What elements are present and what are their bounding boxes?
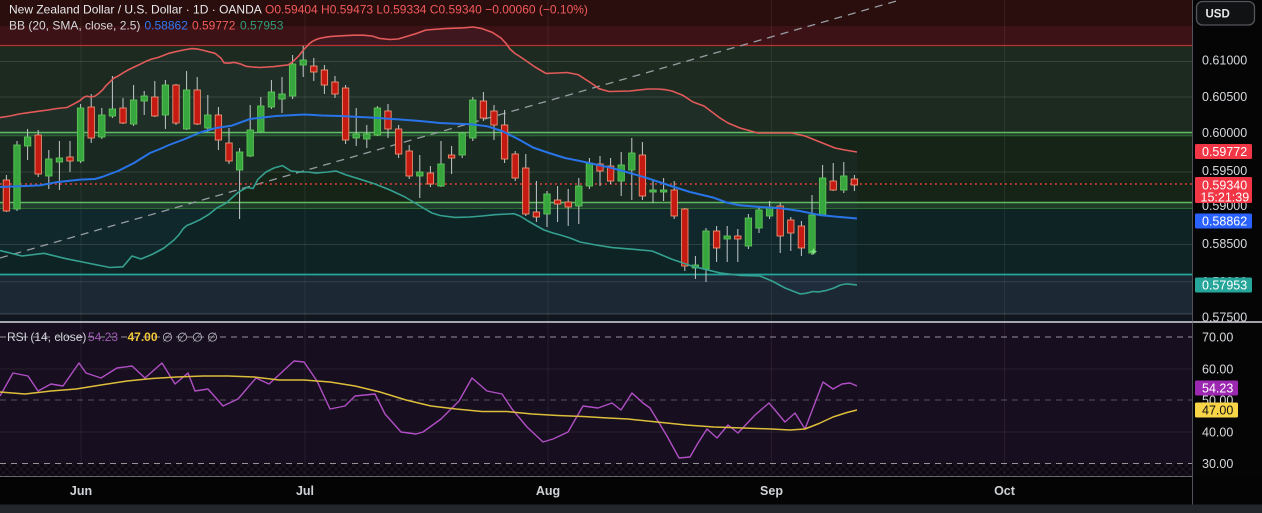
svg-text:0.60000: 0.60000 bbox=[1202, 126, 1247, 140]
svg-text:30.00: 30.00 bbox=[1202, 457, 1233, 471]
svg-text:60.00: 60.00 bbox=[1202, 362, 1233, 376]
svg-text:∅: ∅ bbox=[177, 331, 188, 345]
svg-text:40.00: 40.00 bbox=[1202, 425, 1233, 439]
svg-text:Sep: Sep bbox=[760, 484, 783, 498]
svg-text:47.00: 47.00 bbox=[1202, 403, 1233, 417]
svg-text:Oct: Oct bbox=[994, 484, 1016, 498]
svg-text:RSI (14, close): RSI (14, close) bbox=[7, 330, 86, 344]
svg-text:New Zealand Dollar / U.S. Doll: New Zealand Dollar / U.S. Dollar · 1D · … bbox=[9, 3, 262, 17]
svg-text:Jul: Jul bbox=[296, 484, 314, 498]
svg-text:0.60500: 0.60500 bbox=[1202, 90, 1247, 104]
svg-text:54.23: 54.23 bbox=[88, 330, 118, 344]
svg-text:∅: ∅ bbox=[207, 331, 218, 345]
svg-text:0.61000: 0.61000 bbox=[1202, 54, 1247, 68]
svg-text:∅: ∅ bbox=[192, 331, 203, 345]
svg-text:Aug: Aug bbox=[536, 484, 560, 498]
svg-text:BB (20, SMA, close, 2.5): BB (20, SMA, close, 2.5) bbox=[9, 19, 140, 33]
svg-text:0.57500: 0.57500 bbox=[1202, 311, 1247, 325]
svg-text:0.57953: 0.57953 bbox=[1202, 278, 1247, 292]
svg-text:47.00: 47.00 bbox=[128, 330, 158, 344]
svg-text:0.58862: 0.58862 bbox=[1202, 214, 1247, 228]
svg-text:0.59340: 0.59340 bbox=[1202, 179, 1247, 193]
svg-text:O0.59404 H0.59473 L0.59334: O0.59404 H0.59473 L0.59334 C0.59340 −0.0… bbox=[265, 3, 588, 17]
svg-text:0.59772: 0.59772 bbox=[192, 19, 236, 33]
svg-text:70.00: 70.00 bbox=[1202, 330, 1233, 344]
svg-text:Jun: Jun bbox=[70, 484, 92, 498]
svg-text:15:21:39: 15:21:39 bbox=[1201, 191, 1250, 205]
svg-text:0.59500: 0.59500 bbox=[1202, 164, 1247, 178]
svg-text:54.23: 54.23 bbox=[1202, 381, 1233, 395]
svg-text:0.58862: 0.58862 bbox=[145, 19, 189, 33]
svg-text:0.59772: 0.59772 bbox=[1202, 145, 1247, 159]
svg-text:0.57953: 0.57953 bbox=[240, 19, 284, 33]
svg-text:USD: USD bbox=[1206, 8, 1230, 20]
svg-text:0.58500: 0.58500 bbox=[1202, 237, 1247, 251]
svg-text:∅: ∅ bbox=[162, 331, 173, 345]
